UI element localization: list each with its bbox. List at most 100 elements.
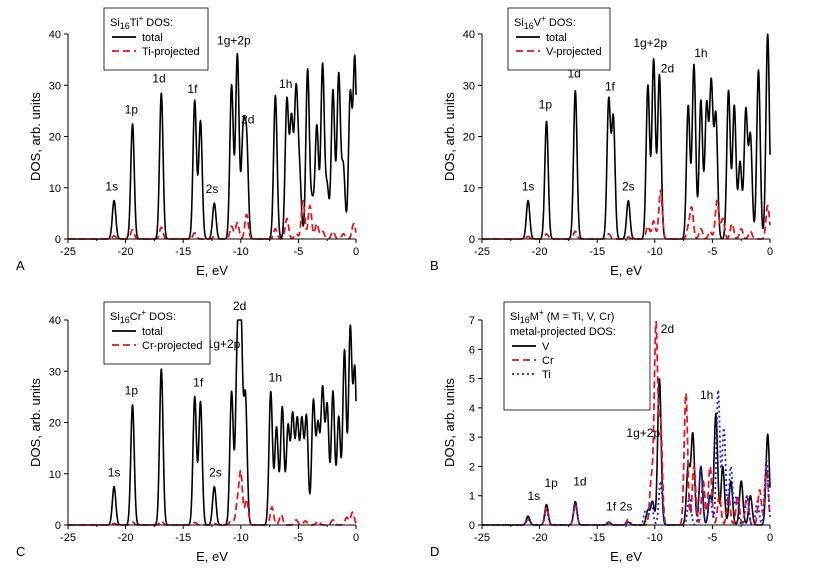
x-tick-label: -25 — [474, 532, 490, 544]
x-tick-label: 0 — [767, 532, 773, 544]
y-tick-label: 0 — [469, 520, 475, 532]
x-tick-label: -5 — [708, 532, 718, 544]
peak-label: 1f — [187, 82, 198, 96]
y-tick-label: 3 — [469, 432, 475, 444]
x-tick-label: -5 — [294, 532, 304, 544]
y-tick-label: 0 — [55, 520, 61, 532]
peak-label: 2d — [241, 113, 254, 127]
legend-label: Cr — [542, 355, 554, 367]
panel-label: C — [16, 544, 25, 559]
legend-subtitle: metal-projected DOS: — [510, 326, 616, 338]
legend-title-sub1: 16 — [120, 315, 130, 325]
legend-label: total — [142, 32, 163, 44]
legend-label: total — [546, 32, 567, 44]
x-tick-label: -20 — [118, 246, 134, 258]
x-axis-title: E, eV — [610, 549, 642, 564]
legend-title: Si16M+ (M = Ti, V, Cr) — [510, 308, 614, 325]
series-line-total — [67, 319, 357, 526]
x-tick-label: -15 — [175, 246, 191, 258]
peak-label: 2d — [661, 61, 674, 75]
y-tick-label: 40 — [49, 29, 61, 41]
legend-label: V-projected — [546, 46, 602, 58]
peak-label: 1f — [193, 376, 204, 390]
x-tick-label: -15 — [589, 532, 605, 544]
peak-label: 2d — [661, 322, 674, 336]
peak-label: 1g+2p — [207, 337, 241, 351]
x-tick-label: -20 — [118, 532, 134, 544]
series-line-ti — [481, 389, 771, 526]
legend-title-sub1: 16 — [120, 21, 130, 31]
panel-label: B — [430, 258, 439, 273]
legend-title-mid: M — [530, 311, 539, 323]
y-tick-label: 10 — [49, 469, 61, 481]
peak-label: 1s — [105, 179, 118, 193]
series-line-v-projected — [481, 189, 771, 240]
peak-label: 1g+2p — [633, 36, 667, 50]
peak-label: 1g+2p — [626, 426, 660, 440]
x-tick-label: 0 — [767, 246, 773, 258]
series-line-ti-projected — [67, 199, 357, 240]
legend-box — [103, 301, 211, 365]
x-tick-label: -20 — [532, 532, 548, 544]
x-tick-label: -15 — [589, 246, 605, 258]
x-axis-title: E, eV — [196, 263, 228, 278]
legend-title: Si16Cr+ DOS: — [110, 308, 176, 325]
x-tick-label: -5 — [294, 246, 304, 258]
panel-label: A — [16, 258, 25, 273]
x-tick-label: -20 — [532, 246, 548, 258]
legend-title-sub1: 16 — [524, 21, 534, 31]
legend-title-tail: (M = Ti, V, Cr) — [544, 311, 615, 323]
x-tick-label: -10 — [233, 246, 249, 258]
x-tick-label: -10 — [233, 532, 249, 544]
legend-title-mid: Ti — [130, 17, 139, 29]
legend-title-base: Si — [110, 311, 120, 323]
legend-label: Ti — [542, 369, 551, 381]
peak-label: 1h — [694, 46, 707, 60]
x-tick-label: -15 — [175, 532, 191, 544]
y-tick-label: 0 — [55, 234, 61, 246]
x-tick-label: -25 — [474, 246, 490, 258]
legend-title-sup: + — [541, 14, 546, 23]
y-axis-title: DOS, arb. units — [442, 378, 457, 467]
legend-title-sup: + — [141, 308, 146, 317]
y-tick-label: 0 — [469, 234, 475, 246]
x-tick-label: -5 — [708, 246, 718, 258]
legend-title-tail: DOS: — [143, 17, 173, 29]
y-tick-label: 30 — [49, 80, 61, 92]
legend-title: Si16Ti+ DOS: — [110, 14, 173, 31]
x-tick-label: -25 — [60, 532, 76, 544]
y-tick-label: 1 — [469, 491, 475, 503]
legend-label: total — [142, 326, 163, 338]
y-tick-label: 2 — [469, 461, 475, 473]
y-axis-title: DOS, arb. units — [28, 378, 43, 467]
y-tick-label: 5 — [469, 374, 475, 386]
chart-panel-d: -25 -20 -15 -10 -5 0 0 1 2 3 4 5 6 7 E, eV DOS, arb. un… — [430, 301, 773, 564]
legend-box — [503, 301, 651, 411]
legend: Si16M+ (M = Ti, V, Cr)metal-projected DO… — [503, 301, 651, 411]
legend-box — [507, 7, 611, 71]
x-tick-label: -10 — [647, 246, 663, 258]
legend-title-sup: + — [539, 308, 544, 317]
peak-label: 2d — [233, 299, 246, 313]
x-tick-label: -25 — [60, 246, 76, 258]
x-tick-label: -10 — [647, 532, 663, 544]
legend-title-base: Si — [514, 17, 524, 29]
peak-label: 2s — [206, 182, 219, 196]
peak-label: 1s — [522, 179, 535, 193]
x-axis-title: E, eV — [196, 549, 228, 564]
legend-title-base: Si — [110, 17, 120, 29]
y-axis-title: DOS, arb. units — [28, 92, 43, 181]
legend-box — [103, 7, 209, 71]
y-tick-label: 30 — [463, 80, 475, 92]
legend-title-sup: + — [139, 14, 144, 23]
chart-panel-c: -25 -20 -15 -10 -5 0 0 10 20 30 40 E, eV DOS, arb. u… — [16, 299, 359, 564]
chart-panel-a: -25 -20 -15 -10 -5 0 0 10 20 30 40 E, eV DOS, arb. u… — [16, 7, 359, 278]
peak-label: 1f — [605, 79, 616, 93]
x-tick-label: 0 — [353, 246, 359, 258]
legend-label: V — [542, 341, 550, 353]
y-tick-label: 40 — [49, 315, 61, 327]
